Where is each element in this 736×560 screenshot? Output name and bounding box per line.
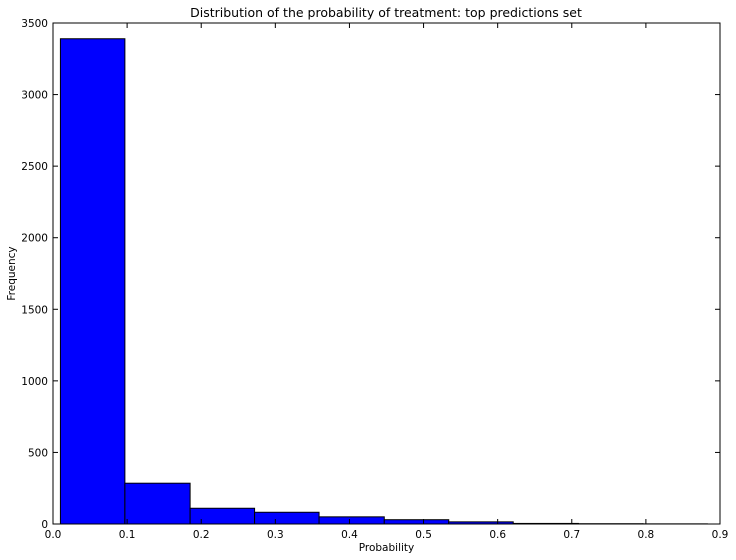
histogram-bar-2 [189,507,256,525]
y-tick-label-0: 0 [41,519,48,531]
x-tick-label-1: 0.1 [119,529,136,541]
x-tick-label-7: 0.7 [563,529,580,541]
histogram-bar-3 [254,511,320,525]
x-tick-label-4: 0.4 [341,529,358,541]
histogram-bar-5 [383,519,450,525]
y-tick-label-2: 1000 [21,376,48,388]
x-axis-label: Probability [359,542,415,554]
chart-title: Distribution of the probability of treat… [190,5,582,20]
x-tick-label-3: 0.3 [267,529,284,541]
x-tick-label-8: 0.8 [638,529,655,541]
x-tick-label-2: 0.2 [193,529,210,541]
y-tick-label-3: 1500 [21,304,48,316]
histogram-bar-0 [59,38,126,525]
histogram-bar-1 [124,482,191,525]
y-tick-label-6: 3000 [21,90,48,102]
ticks-group: 0.0 0.1 0.2 0.3 0.4 0.5 0.6 0.7 0.8 0.9 0 500 1000 15… [21,18,728,541]
plot-frame [52,22,721,525]
y-tick-label-1: 500 [28,447,48,459]
bars-group [59,38,708,525]
x-tick-label-9: 0.9 [712,529,729,541]
y-tick-label-4: 2000 [21,233,48,245]
x-tick-label-6: 0.6 [489,529,506,541]
y-axis-label: Frequency [6,246,18,300]
histogram-bar-4 [318,516,385,525]
y-tick-label-7: 3500 [21,18,48,30]
x-tick-label-5: 0.5 [415,529,432,541]
x-tick-label-0: 0.0 [45,529,62,541]
y-tick-label-5: 2500 [21,161,48,173]
